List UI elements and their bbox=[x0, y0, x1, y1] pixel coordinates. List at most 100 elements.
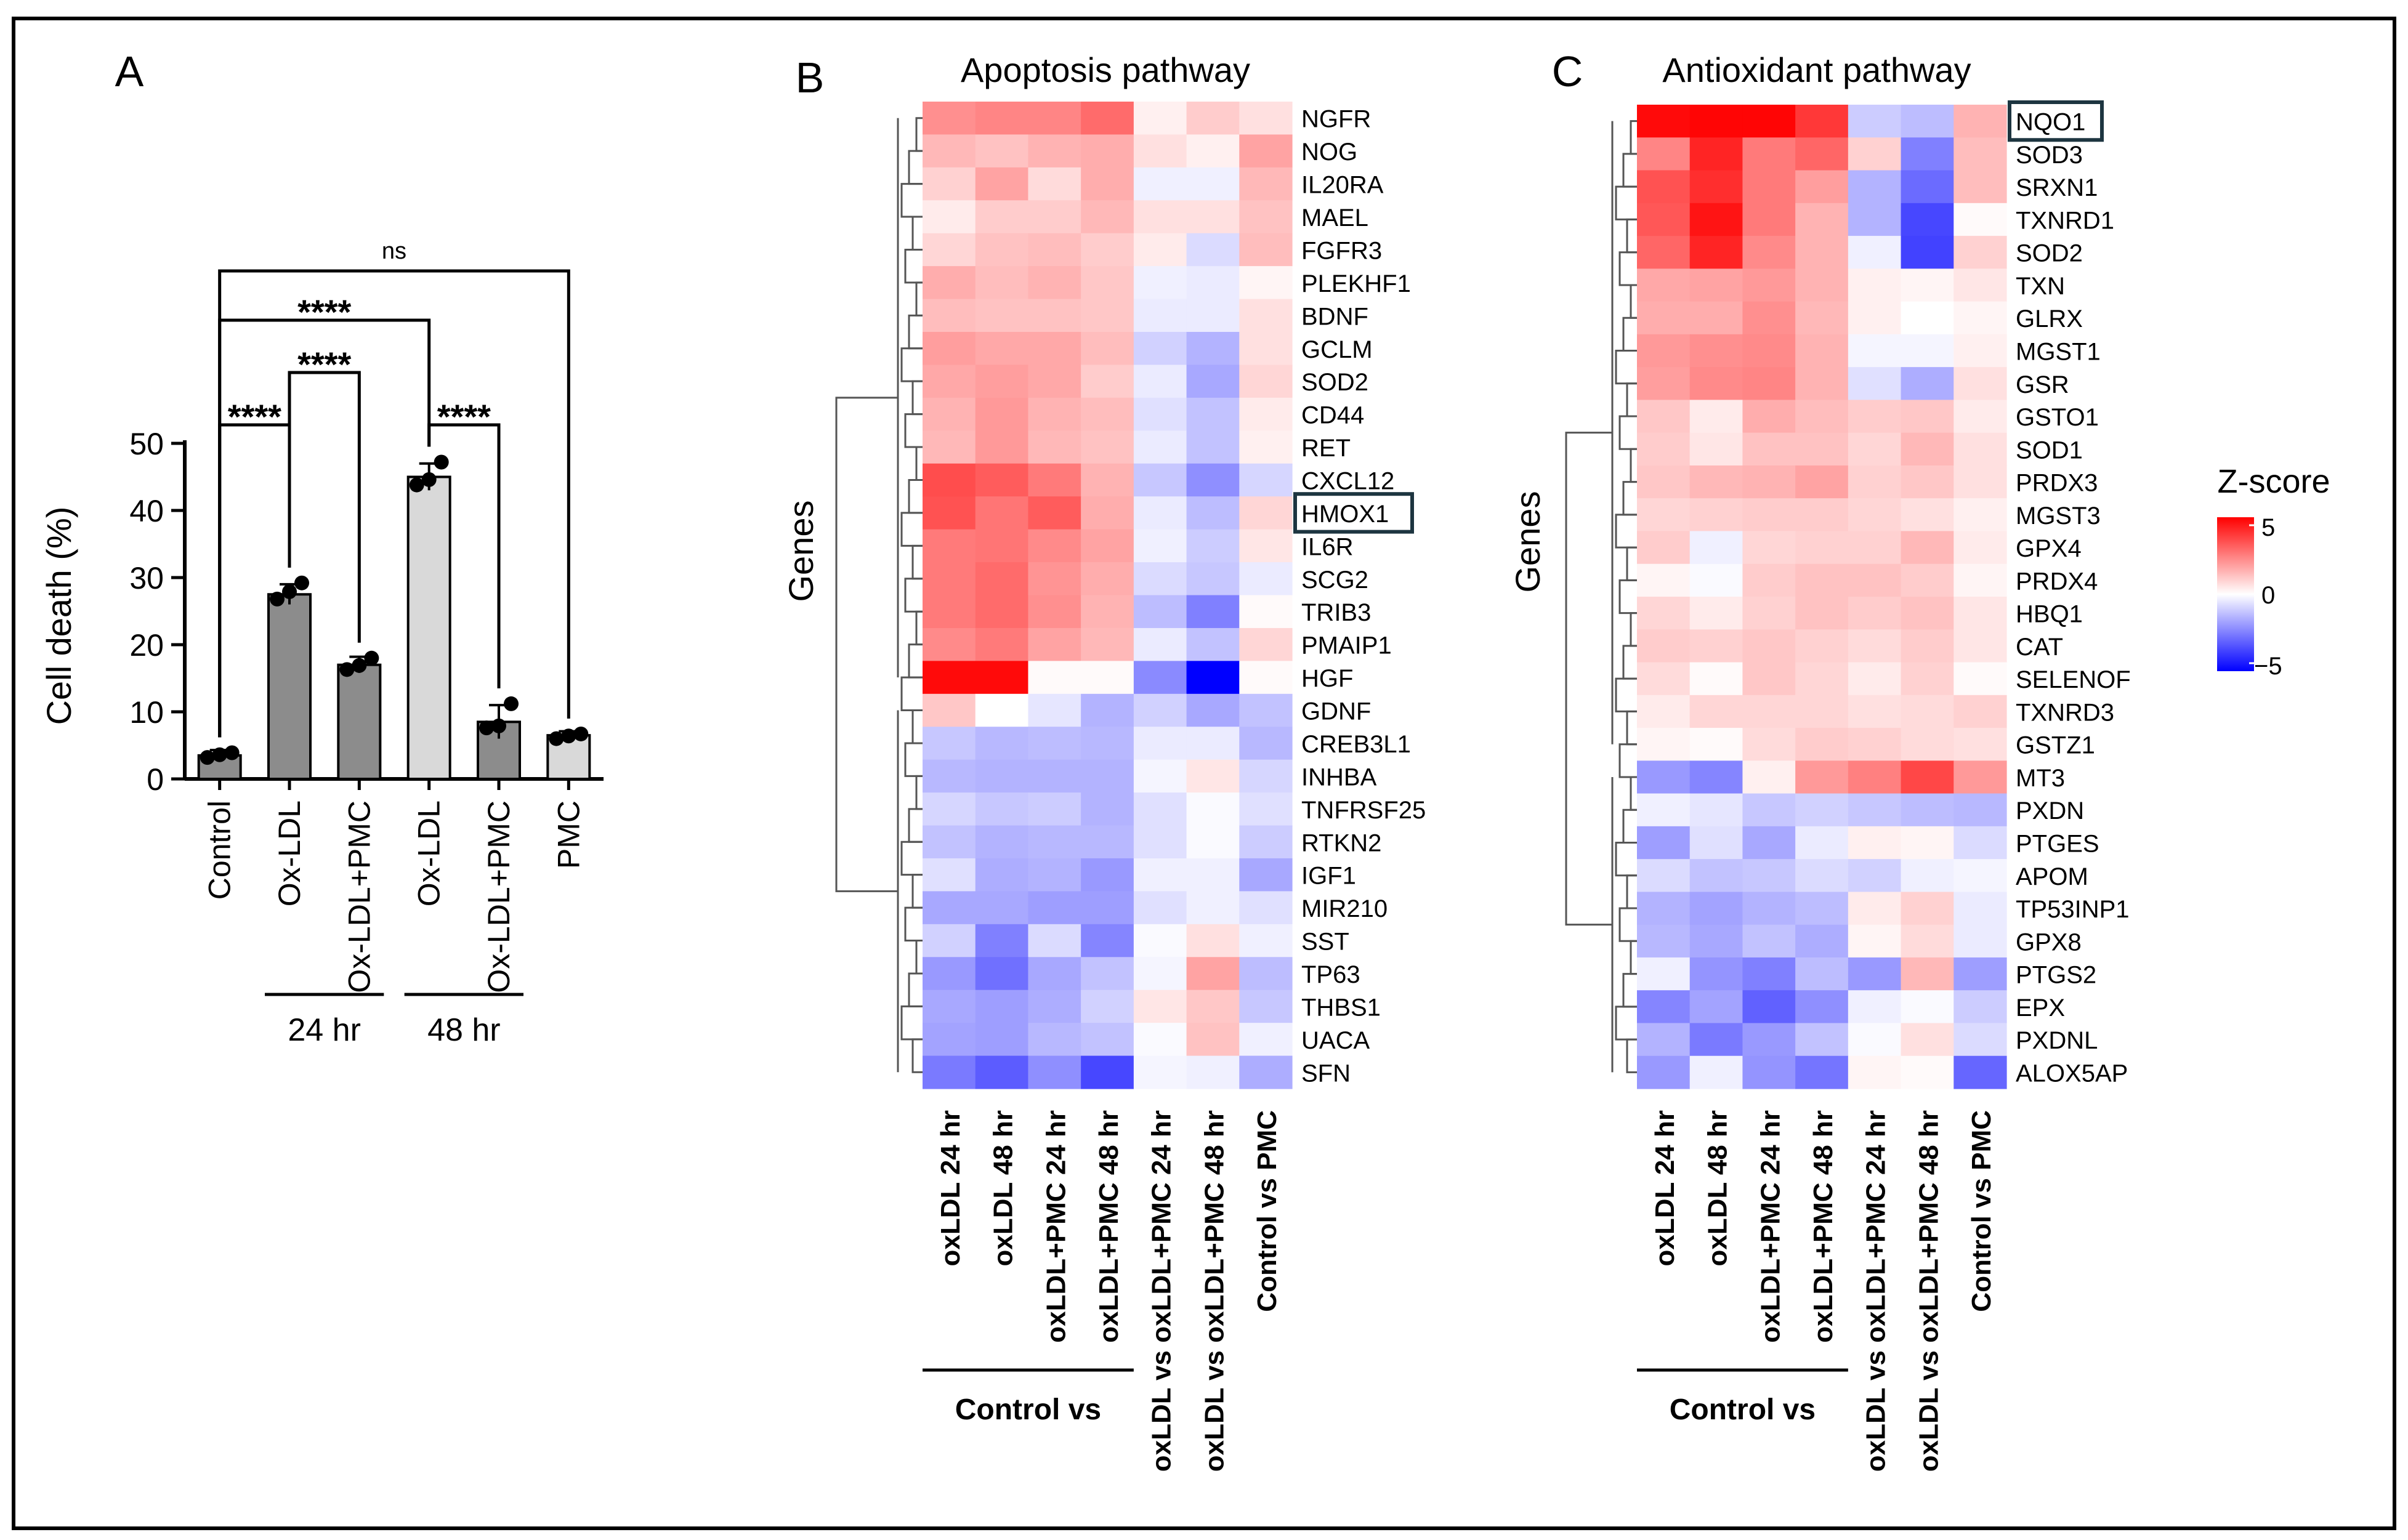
apoptosis-row-label: TRIB3 bbox=[1301, 599, 1371, 626]
apoptosis-cell bbox=[975, 990, 1029, 1023]
antioxidant-cell bbox=[1848, 695, 1902, 728]
legend-title: Z-score bbox=[2217, 463, 2330, 500]
bar-y-axis-title: Cell death (%) bbox=[39, 507, 78, 725]
data-point bbox=[504, 696, 519, 711]
legend-tick-label-min: −5 bbox=[2254, 653, 2282, 680]
antioxidant-cell bbox=[1742, 531, 1796, 565]
antioxidant-cell bbox=[1637, 203, 1691, 236]
apoptosis-cell bbox=[1028, 1055, 1081, 1089]
apoptosis-cell bbox=[923, 233, 976, 267]
antioxidant-cell bbox=[1742, 137, 1796, 171]
antioxidant-cell bbox=[1901, 892, 1954, 925]
data-point bbox=[200, 750, 215, 765]
antioxidant-dendrogram-root bbox=[1565, 432, 1612, 926]
apoptosis-cell bbox=[1133, 858, 1187, 892]
apoptosis-title: Apoptosis pathway bbox=[961, 50, 1250, 89]
data-point bbox=[352, 658, 367, 673]
antioxidant-cell bbox=[1953, 1023, 2007, 1057]
apoptosis-cell bbox=[1133, 134, 1187, 168]
apoptosis-y-label: Genes bbox=[782, 501, 820, 602]
antioxidant-cell bbox=[1742, 1055, 1796, 1089]
apoptosis-cell bbox=[1133, 397, 1187, 431]
antioxidant-cell bbox=[1848, 137, 1902, 171]
apoptosis-cell bbox=[1133, 1023, 1187, 1057]
antioxidant-cell bbox=[1848, 1023, 1902, 1057]
apoptosis-row-label: FGFR3 bbox=[1301, 237, 1382, 264]
antioxidant-highlight-box bbox=[2008, 100, 2104, 142]
antioxidant-cell bbox=[1795, 793, 1849, 827]
apoptosis-cell bbox=[1081, 200, 1134, 234]
apoptosis-cell bbox=[1028, 496, 1081, 530]
antioxidant-cell bbox=[1848, 662, 1902, 696]
antioxidant-row-label: GSTO1 bbox=[2016, 404, 2099, 431]
antioxidant-cell bbox=[1637, 924, 1691, 958]
apoptosis-col-label: oxLDL 24 hr bbox=[935, 1110, 966, 1266]
apoptosis-cell bbox=[1133, 1055, 1187, 1089]
apoptosis-col-label: oxLDL 48 hr bbox=[988, 1110, 1019, 1266]
apoptosis-cell bbox=[1081, 167, 1134, 201]
antioxidant-cell bbox=[1742, 629, 1796, 663]
apoptosis-cell bbox=[1133, 693, 1187, 727]
antioxidant-cell bbox=[1689, 892, 1743, 925]
bar-x-tick-label: Ox-LDL bbox=[272, 800, 307, 906]
antioxidant-cell bbox=[1953, 924, 2007, 958]
antioxidant-cell bbox=[1953, 1055, 2007, 1089]
antioxidant-cell bbox=[1742, 400, 1796, 433]
antioxidant-cell bbox=[1901, 662, 1954, 696]
apoptosis-cell bbox=[975, 957, 1029, 991]
apoptosis-cell bbox=[1028, 924, 1081, 957]
antioxidant-cell bbox=[1795, 990, 1849, 1024]
significance-label: **** bbox=[437, 397, 491, 436]
apoptosis-cell bbox=[1186, 1055, 1240, 1089]
antioxidant-cell bbox=[1795, 203, 1849, 236]
apoptosis-cell bbox=[1028, 134, 1081, 168]
antioxidant-row-label: SRXN1 bbox=[2016, 174, 2098, 201]
apoptosis-cell bbox=[1239, 397, 1293, 431]
apoptosis-cell bbox=[1028, 463, 1081, 497]
apoptosis-cell bbox=[923, 727, 976, 760]
apoptosis-row-label: SFN bbox=[1301, 1060, 1351, 1087]
antioxidant-row-label: APOM bbox=[2016, 863, 2088, 890]
apoptosis-cell bbox=[923, 825, 976, 859]
apoptosis-cell bbox=[923, 595, 976, 629]
antioxidant-cell bbox=[1901, 498, 1954, 532]
apoptosis-col-label: oxLDL+PMC 48 hr bbox=[1094, 1110, 1124, 1343]
antioxidant-cell bbox=[1637, 826, 1691, 860]
apoptosis-row-label: IL6R bbox=[1301, 533, 1354, 560]
apoptosis-cell bbox=[1133, 727, 1187, 760]
antioxidant-cell bbox=[1689, 334, 1743, 368]
antioxidant-cell bbox=[1795, 105, 1849, 138]
antioxidant-dendrogram-branch bbox=[1618, 579, 1637, 615]
apoptosis-row-label: MIR210 bbox=[1301, 895, 1388, 922]
antioxidant-cell bbox=[1689, 268, 1743, 302]
antioxidant-cell bbox=[1901, 236, 1954, 269]
apoptosis-cell bbox=[923, 365, 976, 398]
apoptosis-cell bbox=[975, 200, 1029, 234]
apoptosis-cell bbox=[1186, 627, 1240, 661]
antioxidant-row-label: EPX bbox=[2016, 994, 2065, 1022]
antioxidant-cell bbox=[1689, 432, 1743, 466]
apoptosis-cell bbox=[1028, 1023, 1081, 1057]
antioxidant-cell bbox=[1848, 826, 1902, 860]
apoptosis-cell bbox=[1239, 957, 1293, 991]
apoptosis-cell bbox=[923, 496, 976, 530]
data-point bbox=[491, 718, 506, 733]
antioxidant-cell bbox=[1689, 859, 1743, 892]
antioxidant-row-label: PXDNL bbox=[2016, 1027, 2098, 1054]
antioxidant-cell bbox=[1637, 760, 1691, 794]
antioxidant-cell bbox=[1742, 597, 1796, 630]
apoptosis-cell bbox=[1028, 727, 1081, 760]
apoptosis-cell bbox=[923, 529, 976, 563]
data-point bbox=[479, 720, 494, 736]
apoptosis-cell bbox=[1186, 397, 1240, 431]
antioxidant-cell bbox=[1795, 597, 1849, 630]
apoptosis-cell bbox=[1133, 792, 1187, 826]
apoptosis-cell bbox=[1239, 595, 1293, 629]
bar bbox=[267, 593, 312, 780]
antioxidant-row-label: PXDN bbox=[2016, 797, 2084, 824]
apoptosis-row-label: TNFRSF25 bbox=[1301, 797, 1426, 824]
apoptosis-cell bbox=[975, 365, 1029, 398]
antioxidant-cell bbox=[1795, 563, 1849, 597]
antioxidant-cell bbox=[1795, 924, 1849, 958]
apoptosis-cell bbox=[1186, 957, 1240, 991]
